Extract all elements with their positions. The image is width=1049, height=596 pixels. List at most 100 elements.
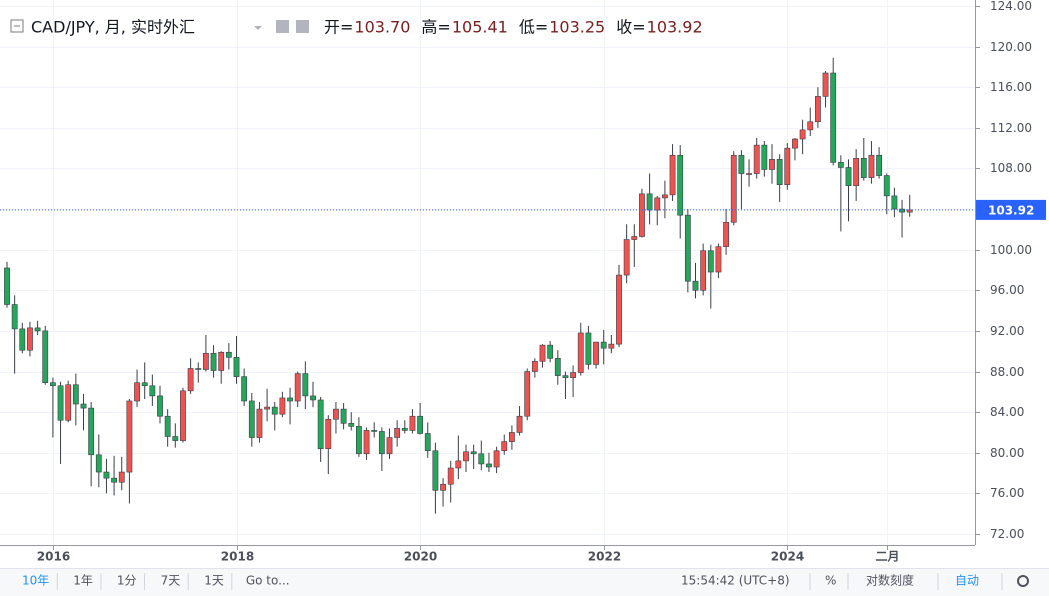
candle-body [845,167,852,187]
candle-body [355,426,362,455]
candle-body [876,154,882,176]
y-tick-label: 80.00 [990,446,1024,460]
candle-body [807,121,814,131]
candle-body [317,399,324,450]
range-button[interactable]: 1天 [204,574,224,588]
auto-button[interactable]: 自动 [955,574,979,588]
range-button[interactable]: 1年 [73,574,93,588]
candle-body [294,373,301,402]
range-button[interactable]: 10年 [22,574,49,588]
x-tick-label: 2016 [37,550,70,564]
candle-body [455,460,462,469]
candle-body [868,154,875,178]
candle-body [310,395,316,401]
candle-body [738,154,745,174]
candle-body [233,357,240,377]
candle-body [27,327,33,351]
candle-body [746,173,752,175]
candle-body [95,454,102,473]
candle-body [639,193,645,237]
y-tick-label: 120.00 [990,40,1032,54]
candle-body [378,431,385,455]
candle-body [539,344,546,362]
candle-body [134,382,140,402]
candle-body [822,72,829,97]
candle-body [42,330,49,384]
candle-body [187,368,194,392]
candle-body [891,195,898,210]
candle-body [799,129,806,140]
candle-body [111,477,117,483]
candle-body [730,154,737,223]
candle-body [34,327,41,332]
percent-button[interactable]: % [825,574,836,588]
candle-body [616,274,622,345]
y-tick-label: 108.00 [990,161,1032,175]
candle-body [608,343,615,349]
legend-value: 103.92 [647,18,703,37]
candle-body [661,194,668,199]
y-tick-label: 72.00 [990,527,1024,541]
candle-body [11,304,18,330]
candle-body [761,144,768,170]
y-tick-label: 76.00 [990,486,1024,500]
candle-body [508,432,515,442]
candle-body [784,147,791,186]
x-tick-label: 2020 [404,550,437,564]
candle-body [723,221,729,247]
axes: 72.00 76.00 80.00 84.00 88.00 92.00 96.00 100.0… [0,0,1046,564]
collapse-icon[interactable] [10,19,24,33]
settings-gear[interactable] [1017,575,1029,587]
candle-body [210,352,217,371]
candle-body [279,397,286,415]
eye-icon[interactable] [276,20,289,33]
range-button[interactable]: 1分 [117,574,137,588]
x-tick-label: 2018 [221,550,254,564]
candle-body [440,483,446,491]
legend-label: 开= [324,18,353,37]
ohlc-legend: 开= 103.70 高= 105.41 低= 103.25 收= 103.92 [324,18,703,37]
log-button[interactable]: 对数刻度 [866,573,914,588]
candle-body [600,341,607,349]
goto-button[interactable]: Go to... [246,574,290,588]
candle-body [562,375,569,378]
y-tick-label: 116.00 [990,80,1032,94]
last-price-box [976,199,1046,220]
legend-value: 103.70 [354,18,410,37]
candle-body [141,382,148,387]
candles [4,57,913,514]
x-tick-label: 二月 [875,550,899,564]
candle-body [409,415,416,431]
candle-body [417,415,423,434]
candle-body [363,430,370,455]
candle-body [493,450,500,468]
candle-body [394,428,401,438]
candle-body [814,96,821,123]
candle-body [118,471,125,483]
candle-body [432,450,439,491]
candle-body [19,328,26,351]
candle-body [271,406,278,415]
candle-body [837,162,844,168]
candle-body [623,239,630,276]
candle-body [715,246,722,273]
candle-body [570,372,576,378]
toolbar [0,568,1049,596]
candle-body [401,428,408,431]
candle-body [348,423,355,427]
candle-body [753,144,760,174]
legend-value: 103.25 [549,18,605,37]
candle-body [195,368,202,370]
candle-body [531,361,538,372]
candle-body [248,400,255,438]
dropdown-icon[interactable] [254,26,262,30]
candle-body [792,138,798,149]
settings-icon[interactable] [296,20,309,33]
y-tick-label: 100.00 [990,243,1032,257]
candle-body [478,453,485,465]
candle-body [554,358,561,376]
candle-body [677,154,684,216]
candle-body [49,382,56,387]
candle-body [80,403,87,409]
range-button[interactable]: 7天 [161,574,181,588]
